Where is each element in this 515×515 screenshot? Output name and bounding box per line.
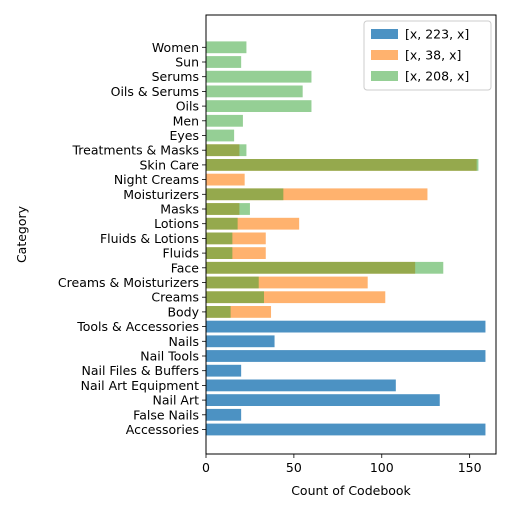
y-tick-label: Women xyxy=(152,40,199,55)
x-tick-label: 0 xyxy=(202,460,210,475)
y-tick-label: Lotions xyxy=(154,216,199,231)
bar-series-1-false-nails xyxy=(206,408,242,421)
legend-label: [x, 223, x] xyxy=(405,27,469,42)
y-tick-label: Oils & Serums xyxy=(111,84,199,99)
y-tick-label: Fluids & Lotions xyxy=(100,231,199,246)
bar-series-3-creams-moisturizers xyxy=(206,276,259,289)
bar-series-1-nail-art-equipment xyxy=(206,379,396,392)
bar-series-3-body xyxy=(206,306,231,318)
bar-series-3-skin-care xyxy=(206,159,479,171)
legend-swatch xyxy=(371,71,398,81)
bar-series-3-eyes xyxy=(206,129,235,142)
bar-series-2-creams-moisturizers xyxy=(206,276,368,289)
y-tick-label: Nail Files & Buffers xyxy=(81,363,199,378)
bar-series-3-creams xyxy=(206,291,264,304)
bar-series-2-creams xyxy=(206,291,386,304)
bar-series-3-fluids xyxy=(206,247,233,259)
legend-label: [x, 38, x] xyxy=(405,48,461,63)
y-tick-label: Nail Art xyxy=(152,393,199,408)
legend-label: [x, 208, x] xyxy=(405,69,469,84)
y-tick-label: Skin Care xyxy=(140,157,200,172)
y-tick-label: Accessories xyxy=(126,422,199,437)
bars-layer xyxy=(206,41,486,436)
x-tick-label: 150 xyxy=(458,460,482,475)
y-tick-label: Face xyxy=(171,260,200,275)
bar-series-2-lotions xyxy=(206,217,300,230)
bar-series-2-night-creams xyxy=(206,173,245,186)
bar-series-3-sun xyxy=(206,56,242,68)
bar-series-3-face xyxy=(206,261,444,274)
y-tick-label: Serums xyxy=(152,69,199,84)
bar-series-3-masks xyxy=(206,203,250,215)
bar-series-2-moisturizers xyxy=(206,188,428,201)
y-tick-label: Nail Tools xyxy=(140,349,199,364)
y-tick-label: Tools & Accessories xyxy=(76,319,199,334)
y-tick-label: Treatments & Masks xyxy=(71,143,199,158)
y-tick-label: Men xyxy=(173,113,199,128)
bar-series-1-nails xyxy=(206,335,275,348)
bar-series-3-serums xyxy=(206,70,312,83)
bar-series-3-lotions xyxy=(206,217,238,230)
bar-series-3-men xyxy=(206,114,243,127)
bar-series-2-fluids xyxy=(206,247,266,259)
bar-series-3-treatments-masks xyxy=(206,144,247,157)
x-tick-label: 100 xyxy=(370,460,394,475)
y-axis-title: Category xyxy=(14,205,29,263)
x-ticks: 0 50 100 150 xyxy=(202,454,482,475)
bar-series-3-fluids-lotions xyxy=(206,232,233,245)
bar-series-3-moisturizers xyxy=(206,188,284,201)
y-tick-label: Eyes xyxy=(170,128,200,143)
bar-series-3-oils xyxy=(206,100,312,112)
plot-frame xyxy=(205,14,497,455)
bar-series-2-body xyxy=(206,306,272,318)
bar-series-1-nail-art xyxy=(206,394,440,406)
y-tick-label: Oils xyxy=(176,99,199,114)
y-tick-label: Creams xyxy=(151,290,199,305)
x-axis-title: Count of Codebook xyxy=(291,483,411,498)
bar-series-1-nail-files-buffers xyxy=(206,364,242,377)
bar-series-1-tools-accessories xyxy=(206,320,486,333)
x-tick-label: 50 xyxy=(286,460,302,475)
bar-series-2-fluids-lotions xyxy=(206,232,266,245)
y-tick-label: Fluids xyxy=(162,246,199,261)
bar-series-1-accessories xyxy=(206,423,486,436)
y-tick-label: Sun xyxy=(175,55,199,70)
y-tick-label: Nails xyxy=(169,334,199,349)
legend: [x, 223, x] [x, 38, x] [x, 208, x] xyxy=(363,20,492,91)
y-tick-label: Masks xyxy=(160,202,199,217)
bar-series-3-women xyxy=(206,41,247,54)
y-tick-label: False Nails xyxy=(133,407,199,422)
y-tick-label: Creams & Moisturizers xyxy=(58,275,199,290)
legend-swatch xyxy=(371,29,398,39)
y-tick-label: Body xyxy=(167,304,199,319)
legend-swatch xyxy=(371,50,398,60)
y-tick-label: Moisturizers xyxy=(123,187,199,202)
y-tick-label: Night Creams xyxy=(114,172,199,187)
bar-series-3-oils-serums xyxy=(206,85,303,98)
bar-series-1-nail-tools xyxy=(206,350,486,362)
y-tick-label: Nail Art Equipment xyxy=(81,378,199,393)
